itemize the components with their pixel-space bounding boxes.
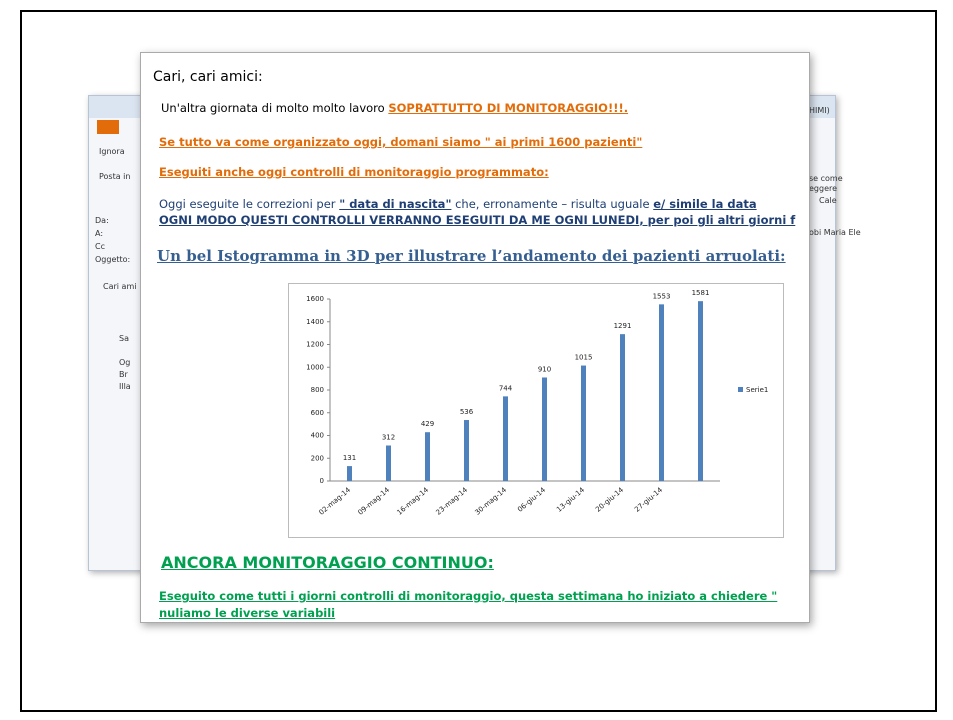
- value-label: 131: [343, 454, 356, 462]
- line: Se tutto va come organizzato oggi, doman…: [159, 135, 643, 149]
- label: A:: [95, 229, 104, 238]
- label: Illa: [119, 382, 131, 391]
- line: Oggi eseguite le correzioni per " data d…: [159, 197, 757, 211]
- y-tick-label: 200: [311, 454, 324, 462]
- value-label: 910: [538, 365, 551, 373]
- line: Eseguito come tutti i giorni controlli d…: [159, 589, 778, 603]
- value-label: 429: [421, 420, 434, 428]
- label: Da:: [95, 216, 109, 225]
- line: Eseguiti anche oggi controlli di monitor…: [159, 165, 549, 179]
- email-body: Cari, cari amici: Un'altra giornata di m…: [140, 52, 810, 623]
- label: Cale: [819, 196, 837, 205]
- line: OGNI MODO QUESTI CONTROLLI VERRANNO ESEG…: [159, 213, 795, 227]
- y-tick-label: 400: [311, 432, 324, 440]
- y-tick-label: 1000: [306, 363, 324, 371]
- label[interactable]: se come: [809, 174, 843, 183]
- label: Og: [119, 358, 131, 367]
- y-tick-label: 1600: [306, 295, 324, 303]
- line: nuliamo le diverse variabili: [159, 606, 336, 620]
- label[interactable]: Ignora: [99, 147, 125, 156]
- label: Cc: [95, 242, 105, 251]
- text: SOPRATTUTTO DI MONITORAGGIO!!!.: [388, 101, 629, 115]
- value-label: 1581: [692, 289, 710, 297]
- y-tick-label: 1200: [306, 341, 324, 349]
- section-heading: ANCORA MONITORAGGIO CONTINUO:: [161, 553, 494, 572]
- text: che, erronamente – risulta uguale: [451, 197, 654, 211]
- text: e/ simile la data: [653, 197, 757, 211]
- text: Un'altra giornata di molto molto lavoro: [161, 101, 389, 115]
- line: Un'altra giornata di molto molto lavoro …: [161, 101, 628, 115]
- value-label: 744: [499, 384, 513, 392]
- chart: 0200400600800100012001400160002-mag-1413…: [288, 283, 784, 538]
- text: , per poi gli altri giorni f: [639, 213, 796, 227]
- greeting: Cari, cari amici:: [153, 69, 263, 85]
- bar: [425, 432, 430, 481]
- value-label: 1015: [575, 354, 593, 362]
- y-tick-label: 0: [320, 477, 324, 485]
- label: Cari ami: [103, 282, 137, 291]
- slide-frame: [20, 10, 937, 712]
- label[interactable]: eggere: [809, 184, 838, 193]
- bar: [620, 334, 625, 481]
- bar: [503, 396, 508, 481]
- label: Br: [119, 370, 128, 379]
- bar: [386, 445, 391, 481]
- bar: [542, 377, 547, 481]
- legend-label: Serie1: [746, 386, 768, 394]
- bar: [347, 466, 352, 481]
- y-tick-label: 600: [311, 409, 324, 417]
- value-label: 312: [382, 434, 395, 442]
- bar: [659, 304, 664, 481]
- chart-heading: Un bel Istogramma in 3D per illustrare l…: [157, 247, 786, 265]
- text: " data di nascita": [339, 197, 452, 211]
- value-label: 1291: [614, 322, 632, 330]
- y-tick-label: 800: [311, 386, 324, 394]
- label: Oggetto:: [95, 255, 131, 264]
- label: HIMI): [809, 106, 830, 115]
- label: Sa: [119, 334, 129, 343]
- value-label: 1553: [653, 292, 671, 300]
- bar: [464, 420, 469, 481]
- legend-swatch: [738, 387, 743, 392]
- text: OGNI MODO QUESTI CONTROLLI VERRANNO ESEG…: [159, 213, 640, 227]
- file-tab[interactable]: [97, 120, 119, 134]
- label: obi Maria Ele: [809, 228, 861, 237]
- bar: [581, 365, 586, 481]
- y-tick-label: 1400: [306, 318, 324, 326]
- label[interactable]: Posta in: [99, 172, 131, 181]
- value-label: 536: [460, 408, 474, 416]
- text: Oggi eseguite le correzioni per: [159, 197, 340, 211]
- bar: [698, 301, 703, 481]
